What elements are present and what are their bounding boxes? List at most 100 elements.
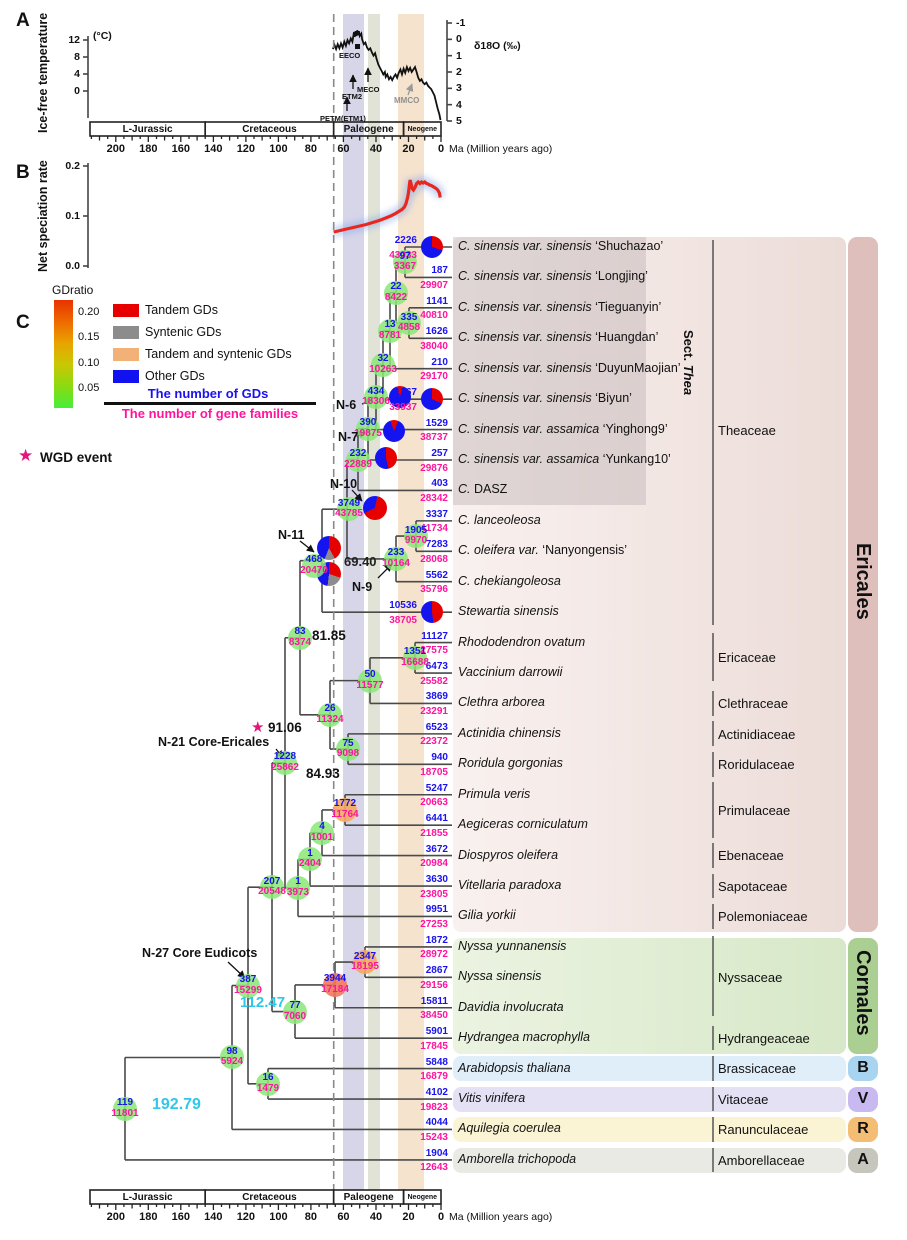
node-counts: 390 19875 <box>328 418 408 439</box>
node-counts: 468 20470 <box>274 555 354 576</box>
node-family-count: 9970 <box>404 535 428 547</box>
tip-gd-count: 10536 <box>389 600 417 612</box>
node-counts: 83 8374 <box>260 627 340 648</box>
tip-family-count: 28342 <box>420 492 448 504</box>
timescale-bottom-tick-label: 20 <box>402 1211 415 1223</box>
species-label: C. sinensis var. sinensis ‘Tieguanyin’ <box>458 299 662 314</box>
legend-swatch-1 <box>113 304 139 317</box>
panel-a-left-tick: 8 <box>74 51 80 63</box>
family-label-amborellaceae: Amborellaceae <box>718 1153 805 1168</box>
order-label-ericales: Ericales <box>852 543 874 620</box>
node-gd-count: 13 <box>384 319 396 331</box>
legend-swatch-2 <box>113 326 139 339</box>
timescale-top-period-neogene: Neogene <box>407 125 438 133</box>
timescale-bottom-tick-label: 180 <box>139 1211 158 1223</box>
divergence-age-label: 192.79 <box>152 1096 201 1113</box>
order-band-ericales <box>848 237 878 932</box>
divergence-age-label: 69.40 <box>344 554 377 569</box>
tip-gd-count: 6441 <box>425 813 448 825</box>
order-band-v <box>848 1087 878 1112</box>
node-gdratio-circle <box>333 797 357 822</box>
legend-fraction-line <box>104 402 316 405</box>
node-gd-count: 75 <box>342 737 354 749</box>
legend-item-label: Tandem and syntenic GDs <box>145 347 292 361</box>
tip-family-count: 28972 <box>420 949 448 961</box>
timescale-bottom-axis-label: Ma (Million years ago) <box>449 1211 553 1223</box>
species-label: Primula veris <box>458 786 531 801</box>
timescale-top-tick-label: 200 <box>106 143 125 155</box>
tip-family-count: 29156 <box>420 979 448 991</box>
panel-a-right-tick: -1 <box>456 17 466 29</box>
legend-item-label: Tandem GDs <box>145 303 218 317</box>
tip-gd-count: 1872 <box>425 934 448 946</box>
node-gd-count: 77 <box>289 1000 301 1012</box>
timescale-top-tick-label: 160 <box>171 143 190 155</box>
timescale-top-axis-label: Ma (Million years ago) <box>449 143 553 155</box>
timescale-top-tick-label: 120 <box>236 143 256 155</box>
tip-family-count: 38040 <box>420 340 448 352</box>
tip-gd-count: 3869 <box>425 691 448 703</box>
species-label: Aegiceras corniculatum <box>458 817 588 832</box>
family-label-nyssaceae: Nyssaceae <box>718 970 783 985</box>
node-gdratio-circle <box>288 625 312 650</box>
species-label: Stewartia sinensis <box>458 604 559 619</box>
node-gdratio-circle <box>302 553 326 578</box>
species-label: C. sinensis var. assamica ‘Yinghong9’ <box>458 421 668 436</box>
event-petm: PETM(ETM1) <box>320 114 366 123</box>
order-label-a: A <box>857 1150 869 1168</box>
node-gd-count: 3944 <box>323 973 347 985</box>
node-gdratio-circle <box>323 972 347 997</box>
node-gd-count: 98 <box>226 1045 238 1057</box>
tip-gd-count: 5247 <box>425 782 448 794</box>
tip-family-count: 27253 <box>420 918 448 930</box>
node-family-count: 18195 <box>351 961 379 973</box>
tip-family-count: 23291 <box>420 705 448 717</box>
tip-gd-count: 2226 <box>394 235 417 246</box>
node-counts: 335 4858 <box>369 312 449 334</box>
tip-gd-count: 940 <box>431 752 448 764</box>
node-counts: 3944 17184 <box>295 974 375 995</box>
node-family-count: 11764 <box>331 808 359 820</box>
legend-item-label: Syntenic GDs <box>145 325 222 339</box>
family-label-polemoniaceae: Polemoniaceae <box>718 909 808 924</box>
tip-family-count: 12643 <box>420 1162 448 1174</box>
timescale-top-tick-label: 60 <box>337 143 350 155</box>
event-etm2: ETM2 <box>342 92 363 101</box>
node-gd-count: 97 <box>399 250 411 262</box>
tip-gd-count: 9951 <box>425 904 448 916</box>
panel-a-right-tick: 4 <box>456 98 462 111</box>
band-paleocene-eocene <box>343 14 364 1190</box>
node-tag-n-7: N-7 <box>338 430 359 444</box>
timescale-top-tick-label: 0 <box>437 143 445 155</box>
timescale-top-period-cretaceous: Cretaceous <box>242 123 297 135</box>
node-family-count: 25862 <box>271 761 299 773</box>
event-meco: MECO <box>357 85 380 94</box>
event-eeco: EECO <box>339 51 361 60</box>
node-family-count: 17184 <box>321 983 349 995</box>
node-gd-count: 1351 <box>403 646 427 658</box>
species-label: Nyssa sinensis <box>458 969 542 984</box>
node-counts: 13 8781 <box>350 320 430 341</box>
species-label: Rhododendron ovatum <box>458 634 586 649</box>
species-label: Roridula gorgonias <box>458 756 563 771</box>
tip-gd-count: 3672 <box>425 843 448 855</box>
node-gd-pie-chart <box>363 496 387 521</box>
legend-denominator: The number of gene families <box>121 406 299 421</box>
node-gd-count: 26 <box>324 703 336 715</box>
node-gd-pie-chart <box>383 419 405 442</box>
node-tag-n-21-core-ericales: N-21 Core-Ericales <box>158 735 270 749</box>
node-family-count: 11577 <box>356 679 384 691</box>
tip-gd-count: 5562 <box>425 569 448 581</box>
wgd-event-label: WGD event <box>40 450 113 465</box>
gdratio-tick-label: 0.10 <box>78 356 100 369</box>
family-label-brassicaceae: Brassicaceae <box>718 1061 797 1076</box>
order-label-b: B <box>857 1058 869 1076</box>
order-label-v: V <box>857 1089 869 1107</box>
timescale-bottom-tick-label: 40 <box>369 1211 383 1223</box>
tip-gd-count: 4044 <box>425 1117 448 1129</box>
node-counts: 16 1479 <box>228 1073 308 1094</box>
species-label: Hydrangea macrophylla <box>458 1030 591 1045</box>
node-family-count: 43785 <box>335 508 363 520</box>
timescale-top-tick-label: 80 <box>304 143 318 155</box>
tip-gd-pie-chart <box>421 388 443 411</box>
